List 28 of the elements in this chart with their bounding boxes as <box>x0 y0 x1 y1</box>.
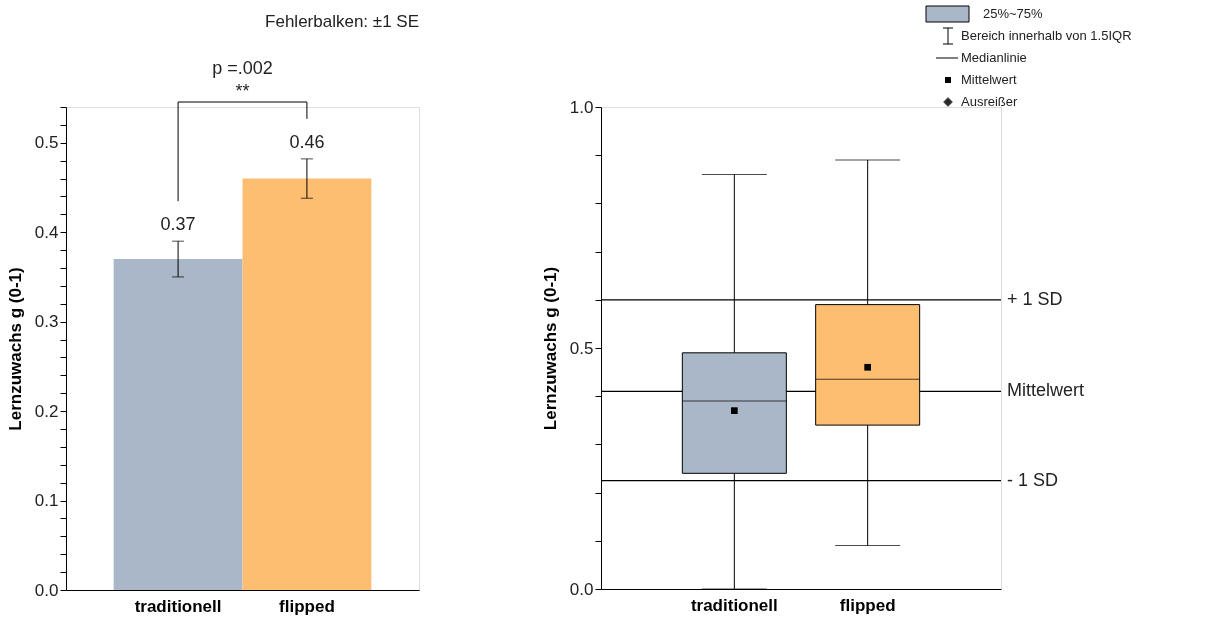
y-tick-label: 0.5 <box>34 133 59 153</box>
y-tick-label: 0.3 <box>34 312 59 332</box>
text: p =.002 <box>212 58 273 78</box>
y-tick-label: 0.4 <box>34 222 59 242</box>
ref-line-label: + 1 SD <box>1007 288 1063 309</box>
x-tick-label: flipped <box>839 595 896 615</box>
x-tick-label: traditionell <box>690 595 778 615</box>
x-tick-label: traditionell <box>134 596 222 616</box>
text: Medianlinie <box>961 50 1027 65</box>
ref-line-label: Mittelwert <box>1007 380 1085 401</box>
data-label: 0.37 <box>160 214 196 235</box>
y-axis-title: Lernzuwachs g (0-1) <box>5 267 25 431</box>
text: Bereich innerhalb von 1.5IQR <box>961 28 1132 43</box>
text: Mittelwert <box>961 72 1018 87</box>
y-tick-label: 0.1 <box>34 491 59 511</box>
y-axis-title: Lernzuwachs g (0-1) <box>540 266 560 431</box>
y-tick-label: 0.0 <box>569 579 594 599</box>
annotation: Ausreißer <box>961 94 1019 109</box>
data-label: 0.46 <box>289 131 325 152</box>
text: Fehlerbalken: ±1 SE <box>265 12 419 31</box>
y-tick-label: 1.0 <box>569 97 594 117</box>
x-tick-label: flipped <box>279 596 335 616</box>
text: 25%~75% <box>983 6 1044 21</box>
ref-line-label: - 1 SD <box>1007 469 1059 490</box>
text: ** <box>235 81 250 101</box>
y-tick-label: 0.5 <box>569 338 594 358</box>
y-tick-label: 0.2 <box>34 401 59 421</box>
y-tick-label: 0.0 <box>34 580 59 600</box>
